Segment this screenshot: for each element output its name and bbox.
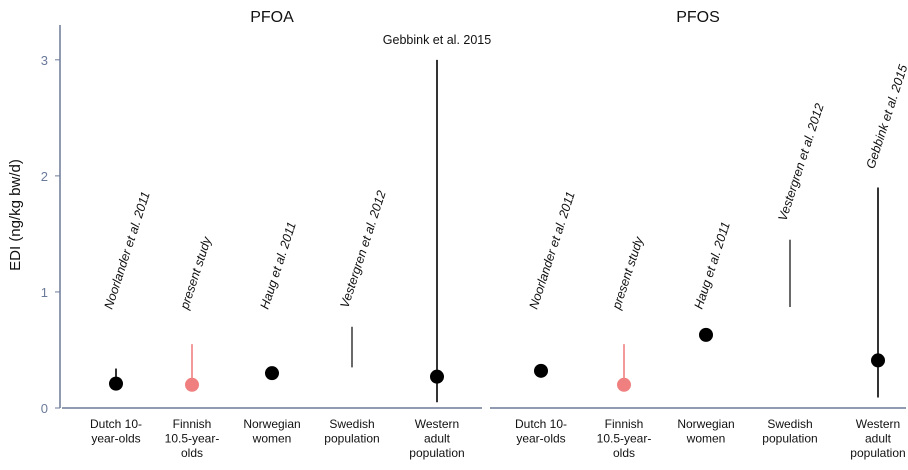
point bbox=[265, 366, 279, 381]
annotation: Gebbink et al. 2015 bbox=[864, 63, 908, 170]
x-tick-label: Norwegian women bbox=[243, 417, 300, 445]
point bbox=[430, 369, 444, 384]
x-tick-label: Swedish population bbox=[762, 417, 817, 445]
annotation: Vestergren et al. 2012 bbox=[338, 189, 389, 310]
y-axis-label: EDI (ng/kg bw/d) bbox=[7, 159, 24, 271]
annotation: Haug et al. 2011 bbox=[692, 220, 733, 311]
point bbox=[185, 377, 199, 392]
point bbox=[699, 327, 713, 342]
y-tick-label: 0 bbox=[41, 401, 48, 416]
point bbox=[109, 376, 123, 391]
annotation: Noorlander et al. 2011 bbox=[527, 190, 578, 311]
annotation: Noorlander et al. 2011 bbox=[102, 190, 153, 311]
point bbox=[617, 377, 631, 392]
annotation: Vestergren et al. 2012 bbox=[776, 102, 827, 223]
x-tick-label: Dutch 10-year-olds bbox=[90, 417, 142, 445]
x-tick-label: Finnish 10.5-year-olds bbox=[165, 417, 220, 460]
x-tick-label: Dutch 10-year-olds bbox=[515, 417, 567, 445]
y-tick-label: 3 bbox=[41, 53, 48, 68]
x-tick-label: Finnish 10.5-year-olds bbox=[597, 417, 652, 460]
annotation: present study bbox=[177, 235, 214, 312]
panel-title: PFOS bbox=[676, 9, 720, 26]
annotation: present study bbox=[609, 235, 646, 312]
y-tick-label: 2 bbox=[41, 169, 48, 184]
x-tick-label: Western adult population bbox=[409, 417, 464, 460]
point bbox=[534, 363, 548, 378]
x-tick-label: Norwegian women bbox=[677, 417, 734, 445]
annotation: Gebbink et al. 2015 bbox=[383, 33, 491, 47]
x-tick-label: Western adult population bbox=[850, 417, 905, 460]
point bbox=[871, 353, 885, 368]
x-tick-label: Swedish population bbox=[324, 417, 379, 445]
y-tick-label: 1 bbox=[41, 285, 48, 300]
annotation: Haug et al. 2011 bbox=[258, 220, 299, 311]
panel-title: PFOA bbox=[250, 9, 294, 26]
